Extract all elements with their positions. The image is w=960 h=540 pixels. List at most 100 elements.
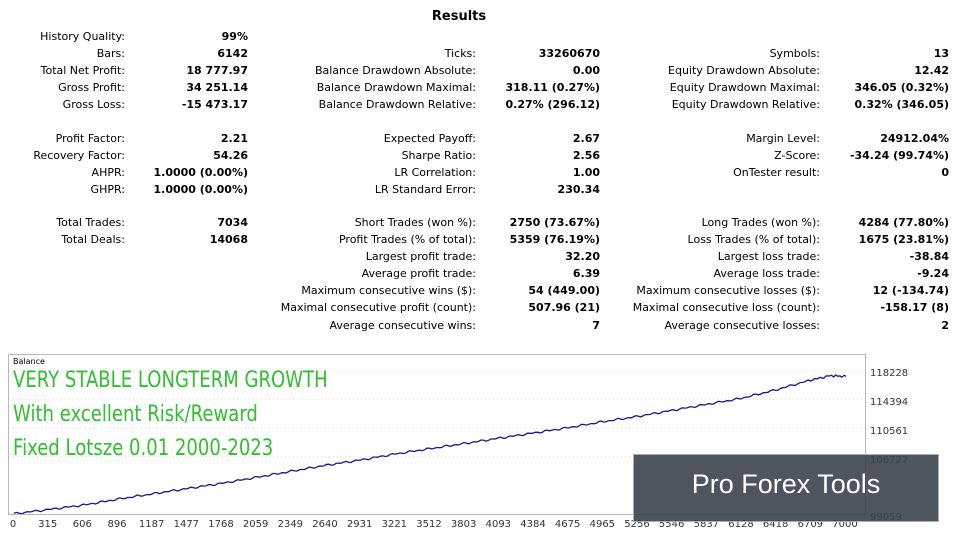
- x-tick-label: 3221: [381, 519, 408, 530]
- x-tick-label: 7000: [832, 519, 858, 530]
- overlay-line-2: With excellent Risk/Reward: [13, 402, 258, 427]
- chart-caption: Balance: [13, 357, 45, 366]
- stat-value: 507.96 (21): [528, 301, 600, 314]
- stat-label: Maximum consecutive losses ($):: [636, 284, 820, 297]
- x-tick-label: 2349: [277, 519, 304, 530]
- stat-label: Short Trades (won %):: [354, 216, 476, 229]
- x-tick-label: 3803: [450, 519, 477, 530]
- x-tick-label: 606: [72, 519, 92, 530]
- stat-label: LR Standard Error:: [374, 183, 476, 196]
- stat-value: 24912.04%: [880, 132, 949, 145]
- x-tick-label: 5256: [624, 519, 650, 530]
- x-tick-label: 6709: [797, 519, 824, 530]
- stat-value: 0: [941, 166, 949, 179]
- results-table: History Quality: 99% Bars: 6142 Total Net Pr…: [33, 30, 950, 332]
- stat-label: Margin Level:: [746, 132, 820, 145]
- x-tick-label: 1477: [173, 519, 200, 530]
- x-tick-label: 2640: [312, 519, 338, 530]
- stat-label: Average consecutive wins:: [329, 319, 476, 332]
- stat-value: 18 777.97: [186, 64, 248, 77]
- stat-value: 6.39: [572, 267, 600, 280]
- x-tick-label: 4384: [520, 519, 546, 530]
- x-tick-label: 3512: [416, 519, 442, 530]
- x-tick-label: 2059: [242, 519, 269, 530]
- stat-value: 0.27% (296.12): [505, 98, 601, 111]
- overlay-line-3: Fixed Lotsze 0.01 2000-2023: [13, 436, 274, 461]
- x-tick-label: 5837: [693, 519, 720, 530]
- stat-label: Equity Drawdown Maximal:: [669, 81, 820, 94]
- stat-label: Total Trades:: [56, 216, 125, 229]
- brand-banner: Pro Forex Tools: [633, 454, 939, 522]
- stat-label: Loss Trades (% of total):: [687, 233, 820, 246]
- x-tick-label: 4965: [589, 519, 616, 530]
- stat-label: Maximal consecutive profit (count):: [280, 301, 476, 314]
- balance-line: [13, 374, 847, 514]
- x-tick-label: 2931: [346, 519, 373, 530]
- stat-label: Average profit trade:: [361, 267, 476, 280]
- stat-value: 0.32% (346.05): [854, 98, 950, 111]
- x-tick-label: 4093: [485, 519, 512, 530]
- stat-value: 1.0000 (0.00%): [153, 166, 249, 179]
- stat-label: Total Net Profit:: [40, 64, 125, 77]
- stat-label: Balance Drawdown Relative:: [318, 98, 476, 111]
- stat-label: Maximal consecutive loss (count):: [632, 301, 820, 314]
- stat-value: 7034: [217, 216, 248, 229]
- y-tick-label: 110561: [870, 426, 909, 437]
- x-tick-label: 5546: [658, 519, 685, 530]
- stat-value: 13: [933, 47, 949, 60]
- stat-value: -15 473.17: [181, 98, 248, 111]
- stat-label: Profit Trades (% of total):: [338, 233, 476, 246]
- stat-value: 32.20: [565, 250, 600, 263]
- stat-value: 318.11 (0.27%): [505, 81, 601, 94]
- x-tick-label: 4675: [554, 519, 581, 530]
- stat-value: 54.26: [213, 149, 248, 162]
- stat-value: 346.05 (0.32%): [854, 81, 950, 94]
- brand-banner-text: Pro Forex Tools: [691, 469, 881, 499]
- stat-label: Balance Drawdown Maximal:: [316, 81, 476, 94]
- stat-label: OnTester result:: [733, 166, 820, 179]
- stat-label: Expected Payoff:: [383, 132, 476, 145]
- stat-value: -38.84: [909, 250, 949, 263]
- stat-value: 1.00: [572, 166, 600, 179]
- stat-label: Equity Drawdown Relative:: [671, 98, 820, 111]
- stat-label: Sharpe Ratio:: [401, 149, 476, 162]
- stat-value: 4284 (77.80%): [858, 216, 949, 229]
- stat-value: 99%: [221, 30, 248, 43]
- stat-label: Profit Factor:: [55, 132, 125, 145]
- stat-value: -34.24 (99.74%): [849, 149, 949, 162]
- stat-label: Ticks:: [444, 47, 476, 60]
- balance-chart-plot: [9, 370, 865, 514]
- stat-value: 7: [592, 319, 600, 332]
- x-tick-label: 0: [9, 519, 17, 530]
- stat-label: Symbols:: [769, 47, 820, 60]
- stat-label: Bars:: [96, 47, 125, 60]
- stat-value: 2.67: [572, 132, 600, 145]
- stat-label: Long Trades (won %):: [701, 216, 820, 229]
- stat-label: History Quality:: [40, 30, 125, 43]
- stat-value: 12.42: [914, 64, 949, 77]
- stat-value: 33260670: [538, 47, 600, 60]
- stat-value: 2750 (73.67%): [509, 216, 600, 229]
- stat-label: Total Deals:: [61, 233, 125, 246]
- stat-value: 1675 (23.81%): [858, 233, 949, 246]
- overlay-line-1: VERY STABLE LONGTERM GROWTH: [13, 368, 328, 393]
- stat-value: 2.56: [572, 149, 600, 162]
- stat-label: Average consecutive losses:: [664, 319, 820, 332]
- stat-label: Gross Loss:: [62, 98, 125, 111]
- stat-value: 14068: [209, 233, 248, 246]
- stat-label: Equity Drawdown Absolute:: [668, 64, 820, 77]
- stat-value: -158.17 (8): [880, 301, 949, 314]
- x-tick-label: 6128: [728, 519, 754, 530]
- stat-value: 12 (-134.74): [872, 284, 949, 297]
- x-tick-label: 896: [107, 519, 127, 530]
- stat-value: -9.24: [917, 267, 949, 280]
- x-tick-label: 315: [38, 519, 58, 530]
- stat-value: 5359 (76.19%): [509, 233, 600, 246]
- stat-label: AHPR:: [91, 166, 125, 179]
- stat-label: Gross Profit:: [58, 81, 125, 94]
- x-tick-label: 6418: [762, 519, 789, 530]
- stat-value: 2: [941, 319, 949, 332]
- stat-value: 6142: [217, 47, 248, 60]
- y-tick-label: 114394: [870, 397, 909, 408]
- stat-value: 34 251.14: [186, 81, 248, 94]
